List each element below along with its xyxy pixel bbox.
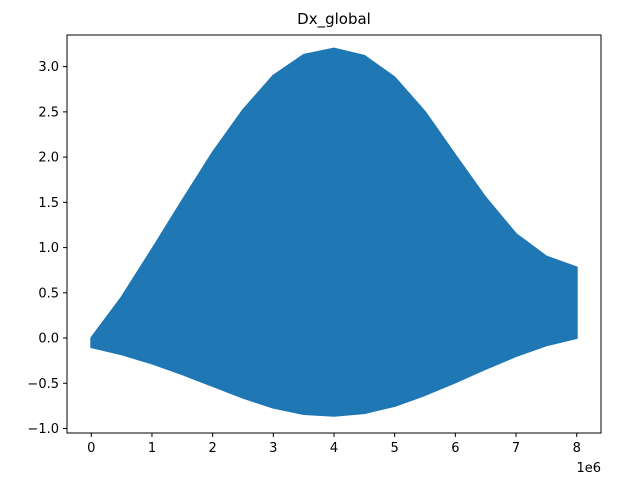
x-tick-label: 4: [330, 441, 338, 456]
y-tick-label: −0.5: [27, 377, 59, 392]
y-tick-label: −1.0: [27, 422, 59, 437]
plot-area: [90, 47, 578, 417]
y-axis: −1.0 −0.5 0.0 0.5 1.0 1.5 2.0 2.5 3.0: [27, 60, 67, 437]
series-area: [90, 47, 578, 417]
y-tick-label: 0.0: [38, 332, 59, 347]
x-tick-label: 8: [573, 441, 581, 456]
x-tick-label: 1: [148, 441, 156, 456]
x-axis-offset-label: 1e6: [576, 461, 601, 476]
x-axis: 0 1 2 3 4 5 6 7 8: [87, 433, 581, 456]
x-tick-label: 0: [87, 441, 95, 456]
y-tick-label: 3.0: [38, 60, 59, 75]
y-tick-label: 0.5: [38, 286, 59, 301]
axes-frame: [66, 34, 602, 434]
y-tick-label: 1.0: [38, 241, 59, 256]
x-tick-label: 3: [269, 441, 277, 456]
x-tick-label: 7: [512, 441, 520, 456]
x-tick-label: 6: [451, 441, 459, 456]
x-tick-label: 2: [208, 441, 216, 456]
y-tick-label: 2.5: [38, 105, 59, 120]
y-tick-label: 2.0: [38, 151, 59, 166]
chart-title: Dx_global: [297, 10, 371, 29]
y-tick-label: 1.5: [38, 196, 59, 211]
x-tick-label: 5: [391, 441, 399, 456]
